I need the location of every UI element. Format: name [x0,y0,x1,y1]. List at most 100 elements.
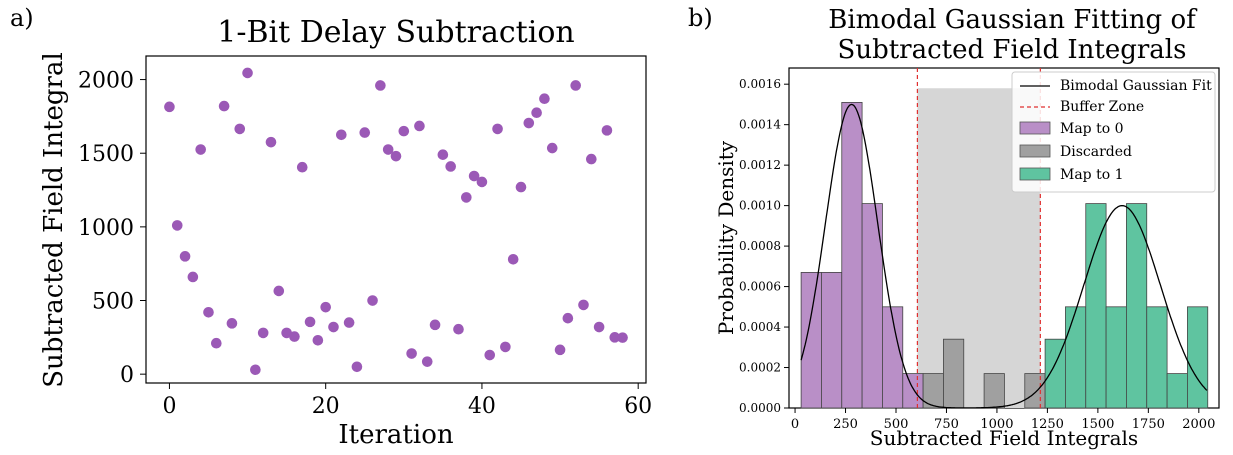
histogram-bar [1085,203,1107,409]
scatter-point [187,271,199,283]
scatter-point [539,93,550,105]
histogram-bar [1065,306,1087,409]
scatter-point [586,153,597,165]
x-tick-label: 2000 [1182,417,1215,432]
histogram-bar [943,338,965,409]
scatter-point [609,332,621,343]
scatter-point [570,80,581,91]
legend-discarded-label: Discarded [1060,144,1132,160]
scatter-point [250,364,261,376]
scatter-point [226,318,238,329]
histogram-bar [841,102,863,409]
scatter-point [218,100,230,112]
scatter-point [211,337,222,349]
chart-a-x-ticks: 0 20 40 60 [162,383,652,419]
chart-b-title-line2: Subtracted Field Integrals [838,35,1187,65]
histogram-bar [1187,306,1209,409]
panel-b-label: b) [688,4,713,32]
scatter-point [367,295,378,306]
histogram-bar [821,272,843,409]
scatter-point [484,349,496,361]
scatter-point [195,144,206,155]
histogram-bar [882,306,904,409]
legend-map1-swatch [1019,167,1051,181]
scatter-point [617,332,628,343]
scatter-point [336,129,347,141]
legend-map1-label: Map to 1 [1060,167,1124,183]
x-tick-label: 750 [934,417,959,432]
y-tick-label: 0 [120,363,134,388]
scatter-point [414,120,425,132]
panel-a-scatter-chart: 1-Bit Delay Subtraction 0 20 40 60 0 500 1000… [39,15,652,450]
scatter-point [429,319,441,331]
x-tick-label: 1250 [1031,417,1064,432]
x-tick-label: 1000 [980,417,1013,432]
scatter-point [461,192,472,203]
histogram-bar [902,373,924,409]
scatter-point [492,123,503,135]
y-tick-label: 0.0014 [739,118,781,132]
legend-fit-label: Bimodal Gaussian Fit [1060,78,1212,94]
scatter-point [375,80,386,91]
scatter-point [468,170,480,182]
scatter-point [296,161,308,173]
x-tick-label: 500 [884,417,909,432]
chart-a-points [164,67,628,376]
scatter-point [179,251,191,262]
chart-b-y-label: Probability Density [714,140,738,335]
scatter-point [437,149,449,160]
histogram-bar [983,373,1005,409]
chart-a-plot-frame [145,55,647,384]
x-tick-label: 20 [312,394,340,419]
scatter-point [273,285,285,297]
chart-b-x-label: Subtracted Field Integrals [870,426,1138,450]
scatter-point [578,299,589,311]
histogram-bar [1044,338,1066,409]
scatter-point [445,161,456,172]
scatter-point [523,117,535,129]
scatter-point [171,220,183,231]
scatter-point [507,253,519,265]
chart-a-title: 1-Bit Delay Subtraction [217,15,574,50]
histogram-bar [1166,373,1188,409]
scatter-point [343,317,355,328]
legend-buffer-label: Buffer Zone [1060,99,1144,115]
y-tick-label: 0.0016 [739,77,781,91]
chart-b-x-ticks: 0 250 500 750 1000 1250 1500 1750 2000 [791,408,1215,432]
scatter-point [546,142,558,154]
x-tick-label: 60 [624,394,652,419]
scatter-point [476,176,488,188]
histogram-bar [1146,306,1168,409]
x-tick-label: 0 [162,394,176,419]
scatter-point [351,361,363,373]
scatter-point [593,321,605,333]
chart-a-y-label: Subtracted Field Integral [39,52,69,388]
histogram-bar [1024,373,1046,409]
scatter-point [382,144,394,155]
y-tick-label: 500 [92,290,134,315]
chart-b-y-ticks: 0.0000 0.0002 0.0004 0.0006 0.0008 0.0010 0.00… [739,77,789,415]
y-tick-label: 2000 [78,69,134,94]
scatter-point [554,344,566,356]
y-tick-label: 0.0012 [739,158,781,172]
legend-discarded-swatch [1019,144,1051,158]
scatter-point [500,341,511,353]
y-tick-label: 0.0008 [739,239,781,253]
y-tick-label: 0.0010 [739,199,781,213]
scatter-point [289,331,300,342]
histogram-bar [861,203,883,409]
scatter-point [242,67,253,79]
panel-a-label: a) [10,4,34,32]
y-tick-label: 0.0000 [739,401,781,415]
scatter-point [203,306,214,318]
x-tick-label: 40 [468,394,496,419]
scatter-point [312,334,324,346]
scatter-point [562,312,574,324]
chart-a-y-ticks: 0 500 1000 1500 2000 [78,69,146,388]
legend-box [1011,71,1216,193]
scatter-point [398,125,410,137]
scatter-point [515,181,527,193]
y-tick-label: 0.0004 [739,320,781,334]
chart-b-title-line1: Bimodal Gaussian Fitting of [828,5,1198,35]
scatter-point [390,150,402,162]
